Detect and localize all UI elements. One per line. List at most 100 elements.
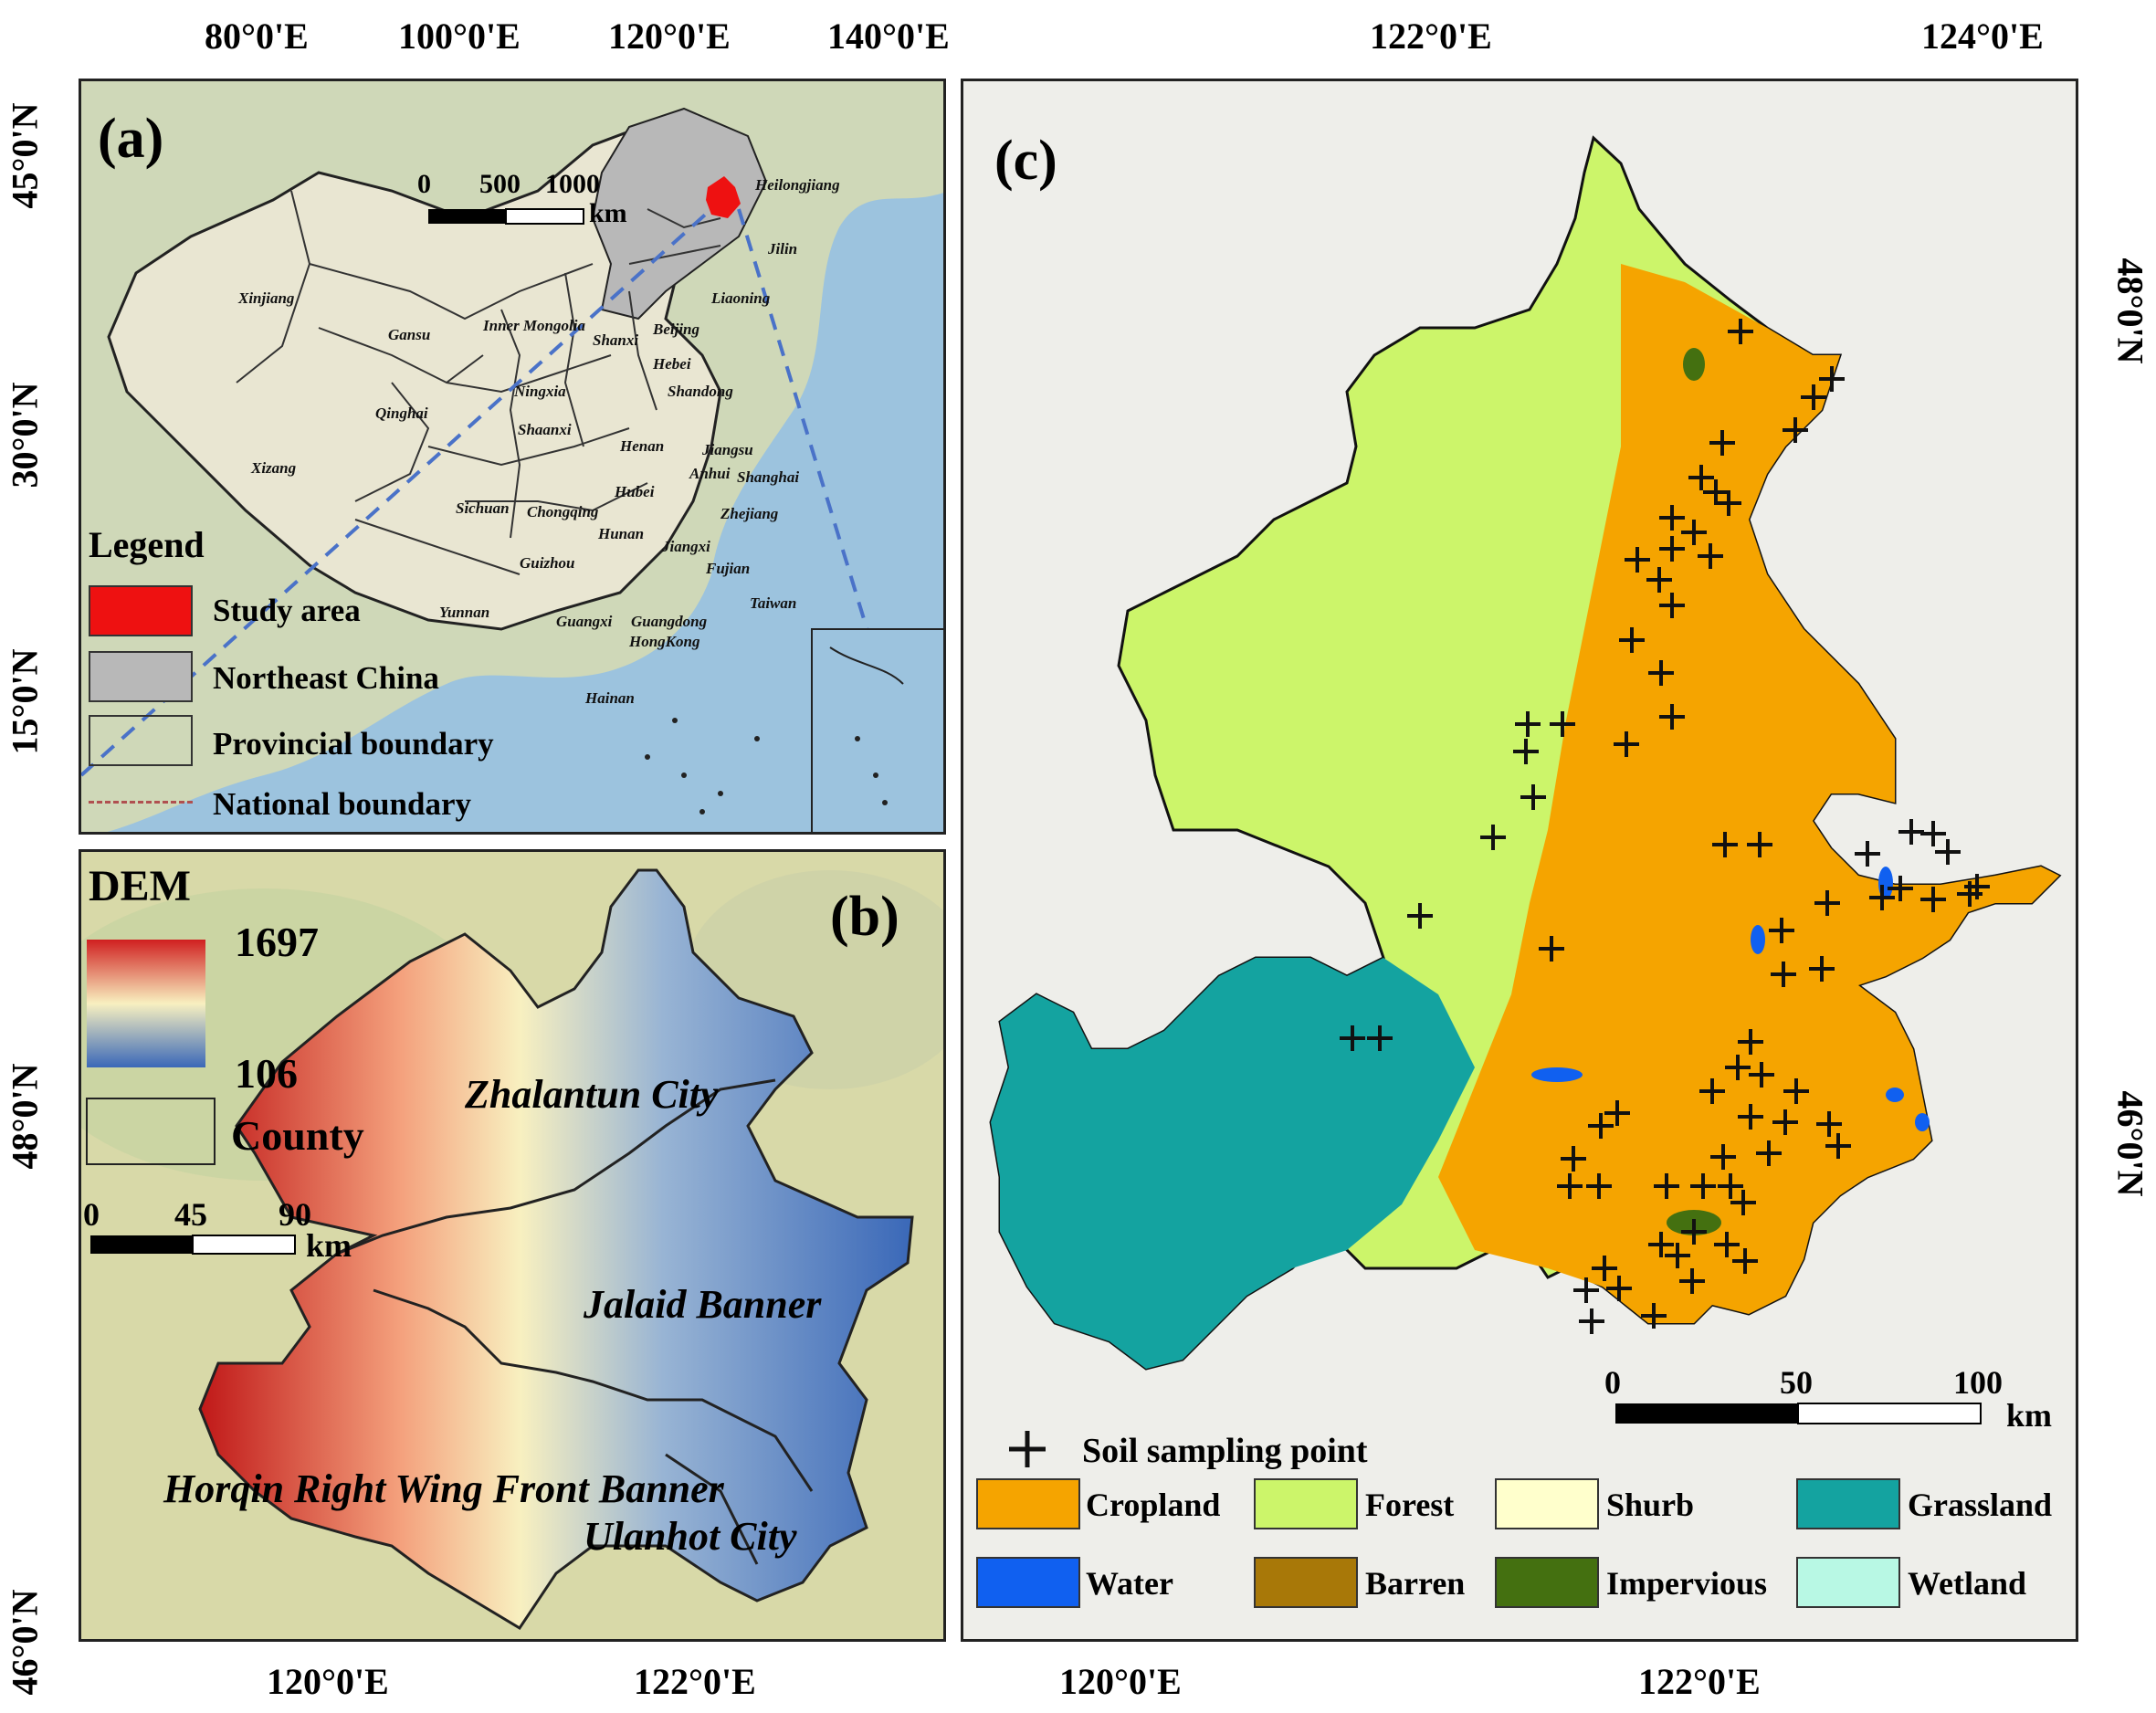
province-label: HongKong xyxy=(629,633,700,650)
scalebar-c-0: 0 xyxy=(1604,1364,1621,1401)
panel-a-map: (a) 0 500 1000 km Heilongjiang Jilin Lia… xyxy=(79,79,946,835)
scalebar-a-white xyxy=(505,208,584,225)
scalebar-b-45: 45 xyxy=(174,1196,207,1233)
province-label: Guizhou xyxy=(520,554,575,572)
province-label: Beijing xyxy=(653,321,700,338)
scalebar-b-black xyxy=(90,1235,193,1254)
province-label: Hainan xyxy=(585,689,635,707)
scalebar-c-100: 100 xyxy=(1953,1364,2003,1401)
legend-label-cropland: Cropland xyxy=(1086,1487,1221,1523)
scalebar-b-white xyxy=(192,1235,296,1255)
province-label: Jiangsu xyxy=(702,441,753,458)
panel-c-tag: (c) xyxy=(994,130,1057,192)
dem-map xyxy=(81,868,943,1631)
scalebar-c-unit: km xyxy=(2006,1397,2053,1434)
panel-c-map: (c) 0 50 100 km Soil sampling point Crop… xyxy=(961,79,2078,1642)
legend-label-grassland: Grassland xyxy=(1908,1487,2053,1523)
right-tick-48n: 48°0'N xyxy=(2109,257,2151,364)
legend-label-impervious: Impervious xyxy=(1606,1565,1768,1602)
scalebar-b-0: 0 xyxy=(83,1196,100,1233)
province-label: Shaanxi xyxy=(518,421,572,438)
scalebar-a-black xyxy=(428,209,506,224)
legend-label-wetland: Wetland xyxy=(1908,1565,2027,1602)
dem-legend-ramp xyxy=(87,940,205,1067)
province-label: Anhui xyxy=(689,465,731,482)
province-label: Jilin xyxy=(768,240,798,257)
scalebar-b-90: 90 xyxy=(279,1196,311,1233)
landcover-map xyxy=(989,135,2062,1467)
legend-title: Legend xyxy=(89,524,205,565)
legend-label-shurb: Shurb xyxy=(1606,1487,1695,1523)
legend-swatch-northeast-china xyxy=(89,651,193,702)
province-label: Ningxia xyxy=(514,383,566,400)
panel-b-tag: (b) xyxy=(830,886,899,948)
top-tick-122e-c: 122°0'E xyxy=(1370,16,1492,57)
province-label: Fujian xyxy=(706,560,751,577)
left-tick-48n: 48°0'N xyxy=(4,1063,46,1170)
legend-label-provincial-boundary: Provincial boundary xyxy=(213,726,494,762)
county-label-horqin: Horqin Right Wing Front Banner xyxy=(163,1466,724,1511)
province-label: Sichuan xyxy=(456,499,510,517)
province-label: Guangxi xyxy=(556,613,613,630)
cropland-region xyxy=(1438,264,2059,1323)
province-label: Xizang xyxy=(251,459,297,477)
top-tick-120e: 120°0'E xyxy=(608,16,731,57)
grassland-region xyxy=(991,958,1475,1369)
dem-legend-max: 1697 xyxy=(235,919,319,965)
scalebar-a-0: 0 xyxy=(417,169,431,199)
legend-label-barren: Barren xyxy=(1365,1565,1466,1602)
dem-legend-title: DEM xyxy=(89,862,191,910)
legend-swatch-impervious xyxy=(1495,1557,1599,1608)
province-label: Shanxi xyxy=(593,331,639,349)
legend-swatch-forest xyxy=(1254,1478,1358,1529)
top-tick-140e: 140°0'E xyxy=(827,16,950,57)
legend-swatch-barren xyxy=(1254,1557,1358,1608)
county-legend-label: County xyxy=(231,1112,364,1159)
panel-a-tag: (a) xyxy=(98,108,164,170)
scalebar-c-black xyxy=(1615,1403,1798,1424)
province-label: Heilongjiang xyxy=(755,176,840,194)
province-label: Qinghai xyxy=(375,405,428,422)
county-boundaries xyxy=(336,1078,814,1565)
islands xyxy=(645,718,888,814)
china-overview-map xyxy=(81,81,943,832)
left-tick-15n: 15°0'N xyxy=(4,648,46,755)
province-label: Hubei xyxy=(615,483,655,500)
scalebar-a-unit: km xyxy=(589,198,627,228)
bottom-tick-120e-b: 120°0'E xyxy=(267,1661,389,1702)
panel-b-map: (b) DEM 1697 106 County 0 45 90 km Zhala… xyxy=(79,849,946,1642)
legend-swatch-provincial-boundary xyxy=(89,715,193,766)
province-label: Guangdong xyxy=(631,613,708,630)
province-label: Liaoning xyxy=(711,289,771,307)
legend-swatch-grassland xyxy=(1796,1478,1900,1529)
province-label: Gansu xyxy=(388,326,431,343)
soil-sampling-points xyxy=(1340,319,1990,1334)
province-label: Inner Mongolia xyxy=(483,317,585,334)
northeast-china xyxy=(591,107,768,321)
bottom-tick-120e-c: 120°0'E xyxy=(1059,1661,1182,1702)
province-label: Hebei xyxy=(653,355,691,373)
legend-label-northeast-china: Northeast China xyxy=(213,660,439,696)
legend-swatch-study-area xyxy=(89,585,193,636)
scalebar-c-50: 50 xyxy=(1780,1364,1813,1401)
dem-legend-min: 106 xyxy=(235,1050,298,1097)
province-label: Henan xyxy=(620,437,665,455)
bottom-tick-122e-b: 122°0'E xyxy=(634,1661,756,1702)
sampling-legend-label: Soil sampling point xyxy=(1082,1432,1368,1470)
province-label: Zhejiang xyxy=(720,505,779,522)
sampling-legend-marker xyxy=(1009,1431,1046,1467)
left-tick-45n: 45°0'N xyxy=(4,102,46,209)
left-tick-46n: 46°0'N xyxy=(4,1589,46,1696)
legend-label-water: Water xyxy=(1086,1565,1173,1602)
province-label: Taiwan xyxy=(750,594,797,612)
legend-swatch-wetland xyxy=(1796,1557,1900,1608)
right-tick-46n: 46°0'N xyxy=(2109,1090,2151,1197)
scalebar-a-1000: 1000 xyxy=(545,169,600,199)
scalebar-c-white xyxy=(1797,1403,1982,1424)
top-tick-100e: 100°0'E xyxy=(398,16,521,57)
legend-swatch-shurb xyxy=(1495,1478,1599,1529)
province-label: Hunan xyxy=(598,525,645,542)
left-tick-30n: 30°0'N xyxy=(4,382,46,489)
study-area-dem xyxy=(198,868,914,1631)
legend-label-national-boundary: National boundary xyxy=(213,786,471,822)
